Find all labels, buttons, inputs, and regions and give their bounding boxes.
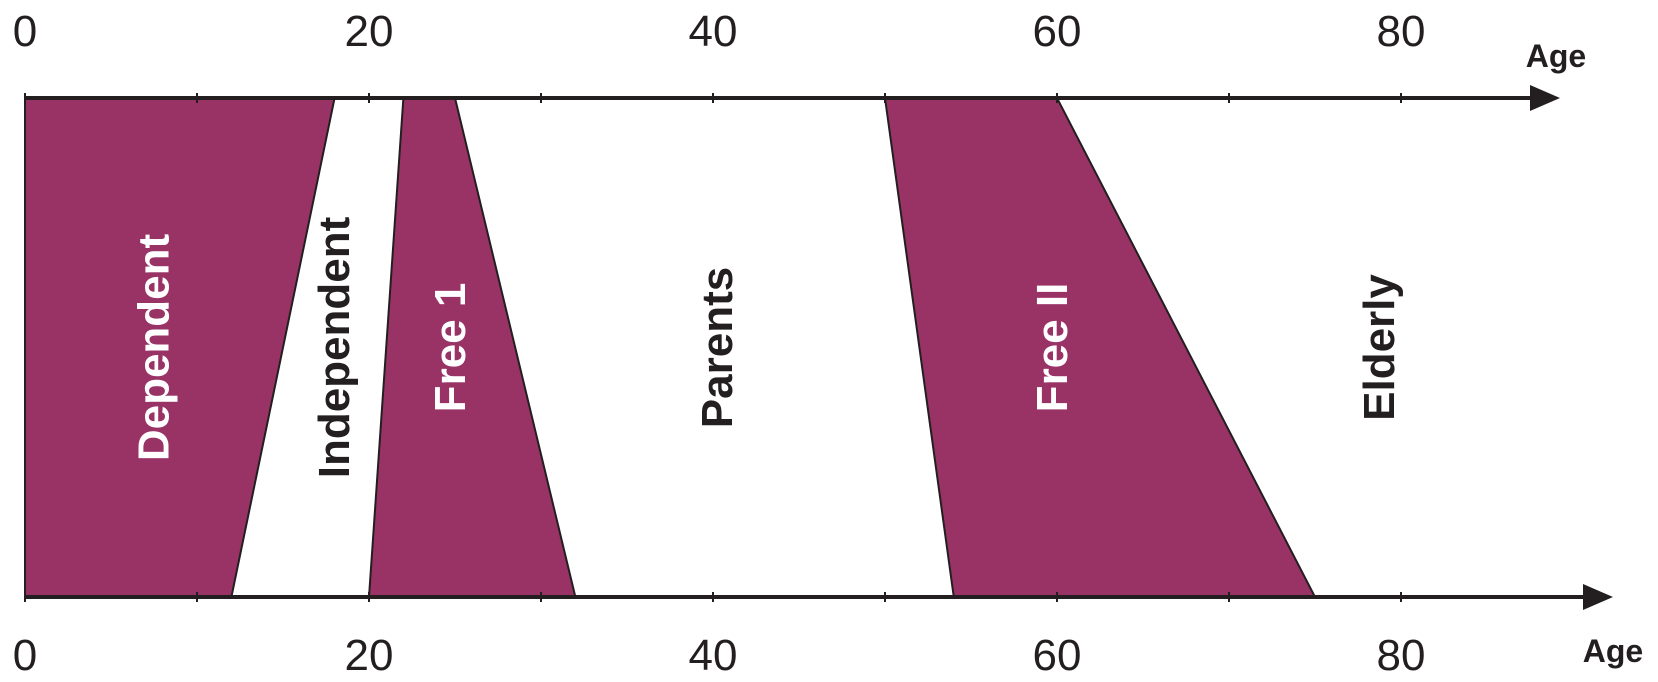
- phase-band-0: [24, 97, 336, 598]
- bottom-axis-arrow-icon: [1583, 584, 1613, 610]
- top-tick-label: 60: [1033, 7, 1082, 56]
- bottom-axis-title: Age: [1583, 633, 1643, 669]
- phase-labels: Dependent Independent Free 1 Parents Free II…: [130, 216, 1405, 478]
- top-age-axis: 0 20 40 60 80: [13, 7, 1560, 111]
- phase-label-0: Dependent: [130, 233, 179, 461]
- phase-label-2: Free 1: [426, 283, 475, 413]
- bottom-tick-label: 40: [689, 631, 738, 677]
- bottom-tick-label: 60: [1033, 631, 1082, 677]
- bottom-tick-label: 0: [13, 631, 37, 677]
- axes: 0 20 40 60 80 0 20 40 60 80: [13, 7, 1613, 680]
- bottom-tick-label: 80: [1377, 631, 1426, 677]
- bottom-age-axis: 0 20 40 60 80: [13, 584, 1613, 680]
- top-tick-label: 40: [689, 7, 738, 56]
- top-axis-title: Age: [1526, 38, 1586, 74]
- top-tick-label: 20: [345, 7, 394, 56]
- top-axis-arrow-icon: [1530, 85, 1560, 111]
- top-tick-label: 80: [1377, 7, 1426, 56]
- phase-label-5: Elderly: [1355, 274, 1404, 421]
- phase-label-3: Parents: [693, 267, 742, 428]
- phase-bands: [24, 97, 1317, 598]
- bottom-tick-label: 20: [345, 631, 394, 677]
- phase-band-4: [883, 97, 1317, 598]
- phase-label-1: Independent: [310, 216, 359, 478]
- phase-label-4: Free II: [1028, 283, 1077, 413]
- top-tick-label: 0: [13, 7, 37, 56]
